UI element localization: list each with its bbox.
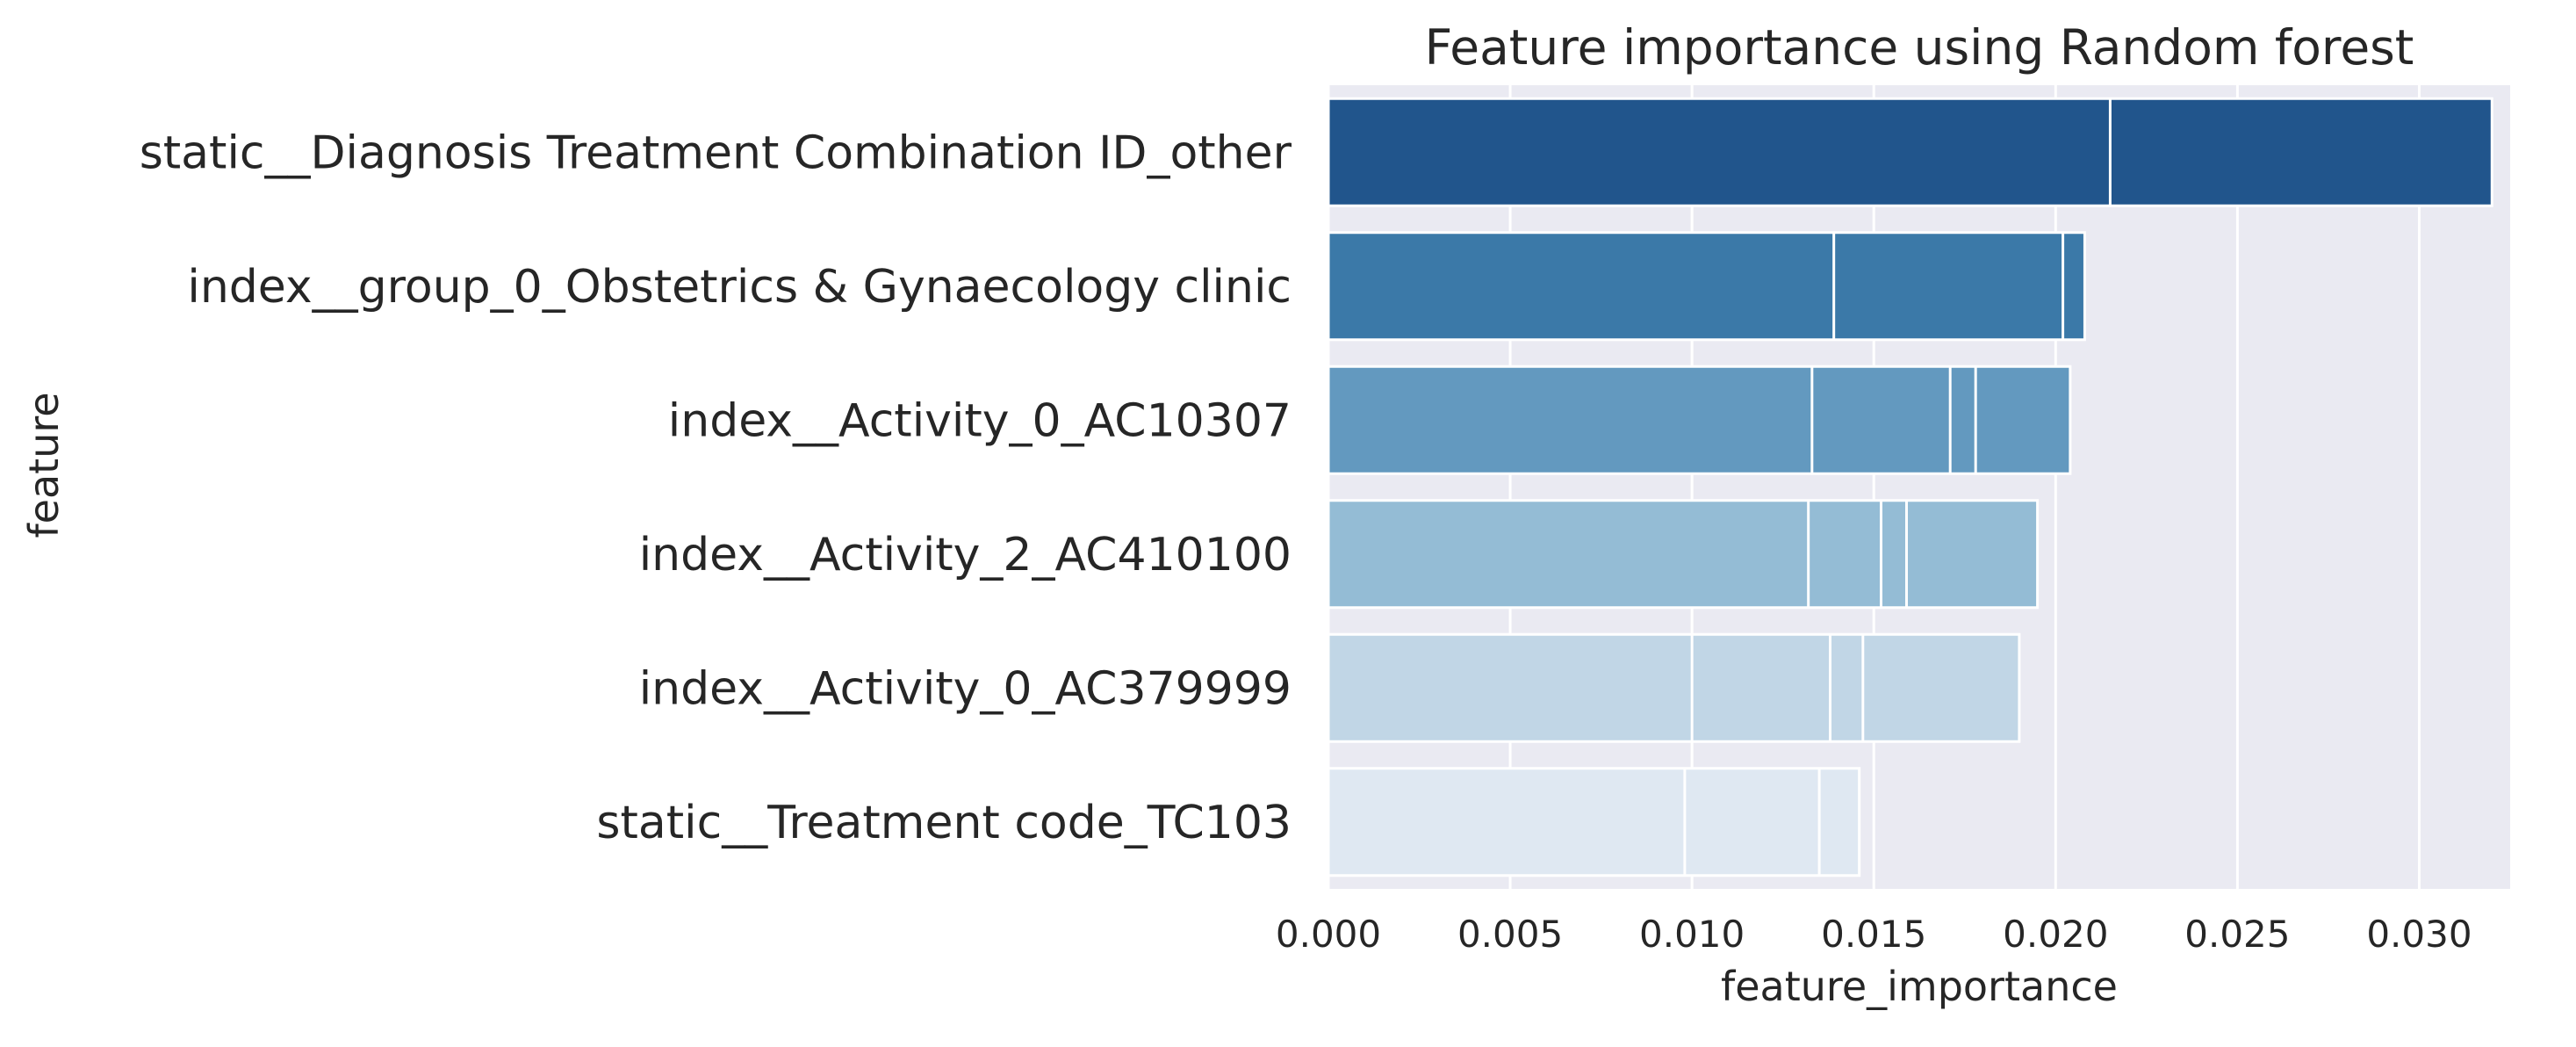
plot-area — [1328, 85, 2510, 889]
x-tick-label: 0.015 — [1821, 913, 1926, 956]
chart-title: Feature importance using Random forest — [1425, 19, 2414, 76]
x-tick-label: 0.020 — [2003, 913, 2108, 956]
y-tick-label: static__Diagnosis Treatment Combination … — [140, 126, 1292, 179]
y-tick-label: index__Activity_0_AC10307 — [668, 394, 1292, 447]
bar — [1327, 231, 2086, 342]
y-axis-label: feature — [20, 392, 68, 538]
y-tick-label: index__Activity_0_AC379999 — [639, 662, 1292, 715]
bar — [1327, 767, 1861, 877]
bar — [1327, 97, 2493, 207]
bar — [1327, 632, 2021, 743]
bar — [1327, 365, 2072, 475]
y-tick-label: static__Treatment code_TC103 — [596, 797, 1292, 849]
bars — [1327, 97, 2493, 877]
x-tick-label: 0.025 — [2184, 913, 2290, 956]
x-tick-label: 0.000 — [1276, 913, 1381, 956]
x-tick-label: 0.010 — [1639, 913, 1745, 956]
x-tick-labels: 0.000 0.005 0.010 0.015 0.020 0.025 0.030 — [1276, 913, 2472, 956]
x-tick-label: 0.005 — [1457, 913, 1563, 956]
gridlines — [1327, 85, 2421, 889]
y-tick-label: index__Activity_2_AC410100 — [639, 529, 1292, 581]
y-tick-label: index__group_0_Obstetrics & Gynaecology … — [187, 261, 1292, 314]
bar — [1327, 499, 2040, 610]
y-tick-labels: static__Diagnosis Treatment Combination … — [140, 126, 1292, 849]
x-axis-label: feature_importance — [1721, 963, 2118, 1010]
x-tick-label: 0.030 — [2366, 913, 2472, 956]
